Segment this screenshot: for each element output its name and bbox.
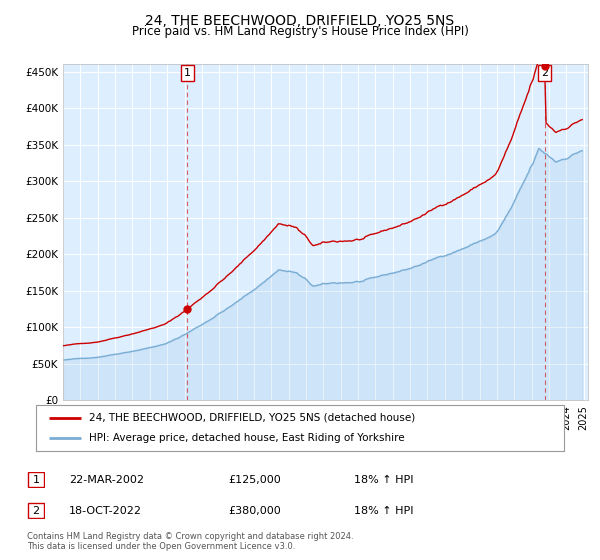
Text: HPI: Average price, detached house, East Riding of Yorkshire: HPI: Average price, detached house, East… bbox=[89, 433, 404, 443]
Text: 18% ↑ HPI: 18% ↑ HPI bbox=[354, 475, 413, 485]
Text: 18-OCT-2022: 18-OCT-2022 bbox=[69, 506, 142, 516]
Text: 1: 1 bbox=[184, 68, 191, 78]
Text: 2: 2 bbox=[541, 68, 548, 78]
Text: 24, THE BEECHWOOD, DRIFFIELD, YO25 5NS: 24, THE BEECHWOOD, DRIFFIELD, YO25 5NS bbox=[145, 14, 455, 28]
Text: £125,000: £125,000 bbox=[228, 475, 281, 485]
Text: 22-MAR-2002: 22-MAR-2002 bbox=[69, 475, 144, 485]
Text: 1: 1 bbox=[32, 475, 40, 485]
Text: Price paid vs. HM Land Registry's House Price Index (HPI): Price paid vs. HM Land Registry's House … bbox=[131, 25, 469, 38]
Text: 18% ↑ HPI: 18% ↑ HPI bbox=[354, 506, 413, 516]
Text: 2: 2 bbox=[32, 506, 40, 516]
FancyBboxPatch shape bbox=[28, 503, 44, 519]
Text: This data is licensed under the Open Government Licence v3.0.: This data is licensed under the Open Gov… bbox=[27, 542, 295, 551]
Text: 24, THE BEECHWOOD, DRIFFIELD, YO25 5NS (detached house): 24, THE BEECHWOOD, DRIFFIELD, YO25 5NS (… bbox=[89, 413, 415, 423]
Text: Contains HM Land Registry data © Crown copyright and database right 2024.: Contains HM Land Registry data © Crown c… bbox=[27, 532, 353, 541]
FancyBboxPatch shape bbox=[36, 405, 564, 451]
FancyBboxPatch shape bbox=[28, 473, 44, 487]
Text: £380,000: £380,000 bbox=[228, 506, 281, 516]
